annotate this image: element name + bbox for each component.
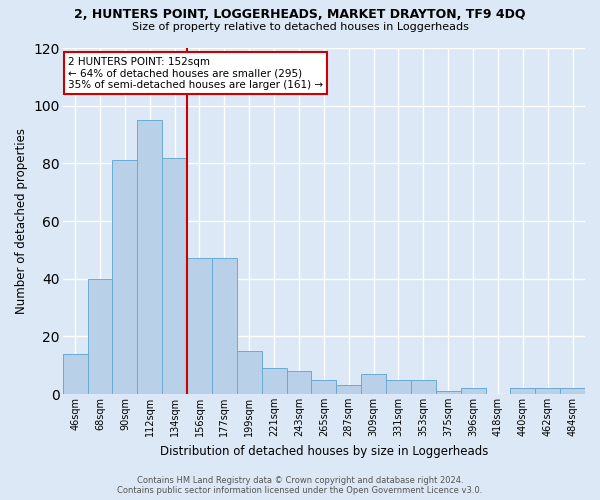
Bar <box>436 391 461 394</box>
X-axis label: Distribution of detached houses by size in Loggerheads: Distribution of detached houses by size … <box>160 444 488 458</box>
Bar <box>88 278 112 394</box>
Bar <box>560 388 585 394</box>
Bar <box>212 258 237 394</box>
Bar <box>63 354 88 394</box>
Bar <box>112 160 137 394</box>
Bar <box>386 380 411 394</box>
Text: Contains HM Land Registry data © Crown copyright and database right 2024.
Contai: Contains HM Land Registry data © Crown c… <box>118 476 482 495</box>
Bar <box>287 371 311 394</box>
Bar <box>137 120 162 394</box>
Bar <box>511 388 535 394</box>
Bar <box>187 258 212 394</box>
Bar <box>535 388 560 394</box>
Text: 2 HUNTERS POINT: 152sqm
← 64% of detached houses are smaller (295)
35% of semi-d: 2 HUNTERS POINT: 152sqm ← 64% of detache… <box>68 56 323 90</box>
Text: 2, HUNTERS POINT, LOGGERHEADS, MARKET DRAYTON, TF9 4DQ: 2, HUNTERS POINT, LOGGERHEADS, MARKET DR… <box>74 8 526 20</box>
Bar <box>162 158 187 394</box>
Y-axis label: Number of detached properties: Number of detached properties <box>15 128 28 314</box>
Bar <box>361 374 386 394</box>
Bar <box>411 380 436 394</box>
Text: Size of property relative to detached houses in Loggerheads: Size of property relative to detached ho… <box>131 22 469 32</box>
Bar <box>311 380 336 394</box>
Bar <box>461 388 485 394</box>
Bar <box>262 368 287 394</box>
Bar <box>336 386 361 394</box>
Bar <box>237 351 262 394</box>
